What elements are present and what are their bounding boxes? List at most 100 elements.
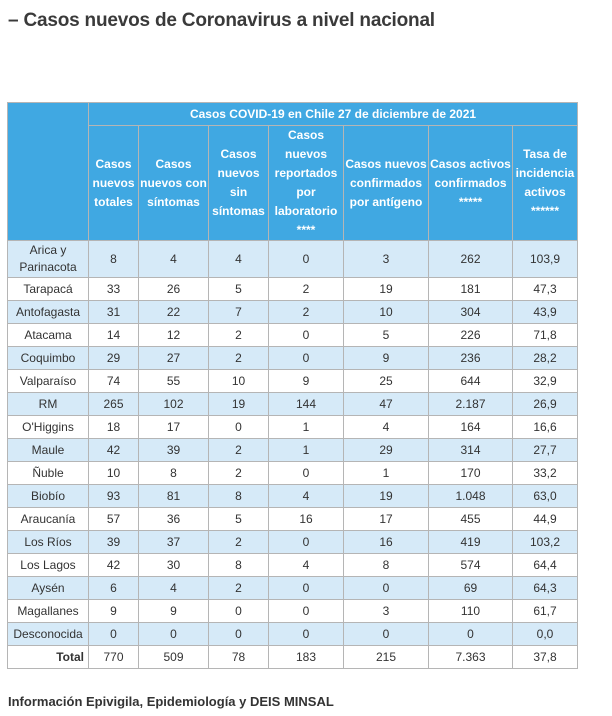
table-cell: 19 — [343, 277, 429, 301]
table-cell: 4 — [268, 484, 344, 508]
table-row: Atacama 14 12 2 0 5 226 71,8 — [7, 323, 579, 347]
table-cell: 2 — [208, 323, 269, 347]
table-cell: 2.187 — [428, 392, 513, 416]
table-row: Biobío 93 81 8 4 19 1.048 63,0 — [7, 484, 579, 508]
column-header: Casos nuevos confirmados por antígeno — [343, 125, 429, 241]
total-cell: 7.363 — [428, 645, 513, 669]
table-cell: 55 — [138, 369, 209, 393]
table-cell: 4 — [208, 240, 269, 278]
table-cell: 9 — [138, 599, 209, 623]
table-cell: 3 — [343, 240, 429, 278]
table-cell: 29 — [343, 438, 429, 462]
region-name: Arica y Parinacota — [7, 240, 89, 278]
table-cell: 0 — [208, 622, 269, 646]
table-cell: 103,9 — [511, 240, 579, 278]
table-cell: 8 — [343, 553, 429, 577]
table-cell: 7 — [208, 300, 269, 324]
table-cell: 39 — [88, 530, 139, 554]
table-cell: 5 — [208, 277, 269, 301]
table-cell: 27 — [138, 346, 209, 370]
total-cell: 215 — [343, 645, 429, 669]
table-cell: 19 — [208, 392, 269, 416]
table-row: Los Lagos 42 30 8 4 8 574 64,4 — [7, 553, 579, 577]
region-name: Coquimbo — [7, 346, 89, 370]
table-cell: 36 — [138, 507, 209, 531]
region-name: O'Higgins — [7, 415, 89, 439]
table-row: Coquimbo 29 27 2 0 9 236 28,2 — [7, 346, 579, 370]
table-cell: 265 — [88, 392, 139, 416]
table-cell: 16 — [268, 507, 344, 531]
table-cell: 2 — [208, 576, 269, 600]
table-cell: 2 — [208, 461, 269, 485]
table-cell: 103,2 — [511, 530, 579, 554]
table-cell: 0 — [268, 622, 344, 646]
table-cell: 0 — [343, 576, 429, 600]
column-header: Casos nuevos reportados por laboratorio … — [268, 125, 344, 241]
table-cell: 4 — [343, 415, 429, 439]
table-cell: 2 — [208, 438, 269, 462]
table-cell: 42 — [88, 438, 139, 462]
table-cell: 1 — [343, 461, 429, 485]
table-cell: 5 — [208, 507, 269, 531]
region-name: Atacama — [7, 323, 89, 347]
region-name: Desconocida — [7, 622, 89, 646]
table-cell: 0 — [268, 346, 344, 370]
table-cell: 0 — [208, 599, 269, 623]
table-cell: 110 — [428, 599, 513, 623]
table-cell: 102 — [138, 392, 209, 416]
table-cell: 17 — [343, 507, 429, 531]
region-name: Antofagasta — [7, 300, 89, 324]
table-cell: 144 — [268, 392, 344, 416]
table-cell: 26 — [138, 277, 209, 301]
table-row: Valparaíso 74 55 10 9 25 644 32,9 — [7, 369, 579, 393]
table-cell: 93 — [88, 484, 139, 508]
total-cell: 183 — [268, 645, 344, 669]
table-cell: 9 — [268, 369, 344, 393]
table-cell: 226 — [428, 323, 513, 347]
table-cell: 30 — [138, 553, 209, 577]
table-cell: 181 — [428, 277, 513, 301]
page-title: – Casos nuevos de Coronavirus a nivel na… — [8, 10, 435, 31]
table-cell: 37 — [138, 530, 209, 554]
column-header: Casos nuevos totales — [88, 125, 139, 241]
table-cell: 47 — [343, 392, 429, 416]
table-cell: 2 — [208, 346, 269, 370]
table-cell: 16,6 — [511, 415, 579, 439]
table-row: Antofagasta 31 22 7 2 10 304 43,9 — [7, 300, 579, 324]
table-cell: 304 — [428, 300, 513, 324]
table-cell: 0 — [88, 622, 139, 646]
region-name: Biobío — [7, 484, 89, 508]
table-cell: 236 — [428, 346, 513, 370]
table-cell: 0 — [268, 461, 344, 485]
table-cell: 1.048 — [428, 484, 513, 508]
table-cell: 64,3 — [511, 576, 579, 600]
table-cell: 29 — [88, 346, 139, 370]
table-cell: 1 — [268, 438, 344, 462]
table-row: Los Ríos 39 37 2 0 16 419 103,2 — [7, 530, 579, 554]
table-cell: 2 — [268, 300, 344, 324]
total-label: Total — [7, 645, 89, 669]
table-cell: 14 — [88, 323, 139, 347]
table-cell: 170 — [428, 461, 513, 485]
table-cell: 9 — [88, 599, 139, 623]
table-cell: 64,4 — [511, 553, 579, 577]
table-cell: 8 — [138, 461, 209, 485]
region-name: Tarapacá — [7, 277, 89, 301]
region-name: Maule — [7, 438, 89, 462]
table-cell: 419 — [428, 530, 513, 554]
table-cell: 455 — [428, 507, 513, 531]
table-row: Tarapacá 33 26 5 2 19 181 47,3 — [7, 277, 579, 301]
region-name: Los Lagos — [7, 553, 89, 577]
table-cell: 9 — [343, 346, 429, 370]
table-cell: 8 — [208, 484, 269, 508]
table-cell: 44,9 — [511, 507, 579, 531]
region-name: Araucanía — [7, 507, 89, 531]
table-cell: 10 — [208, 369, 269, 393]
table-cell: 74 — [88, 369, 139, 393]
table-row: Ñuble 10 8 2 0 1 170 33,2 — [7, 461, 579, 485]
table-cell: 57 — [88, 507, 139, 531]
table-cell: 17 — [138, 415, 209, 439]
table-cell: 314 — [428, 438, 513, 462]
table-cell: 33,2 — [511, 461, 579, 485]
table-cell: 8 — [208, 553, 269, 577]
